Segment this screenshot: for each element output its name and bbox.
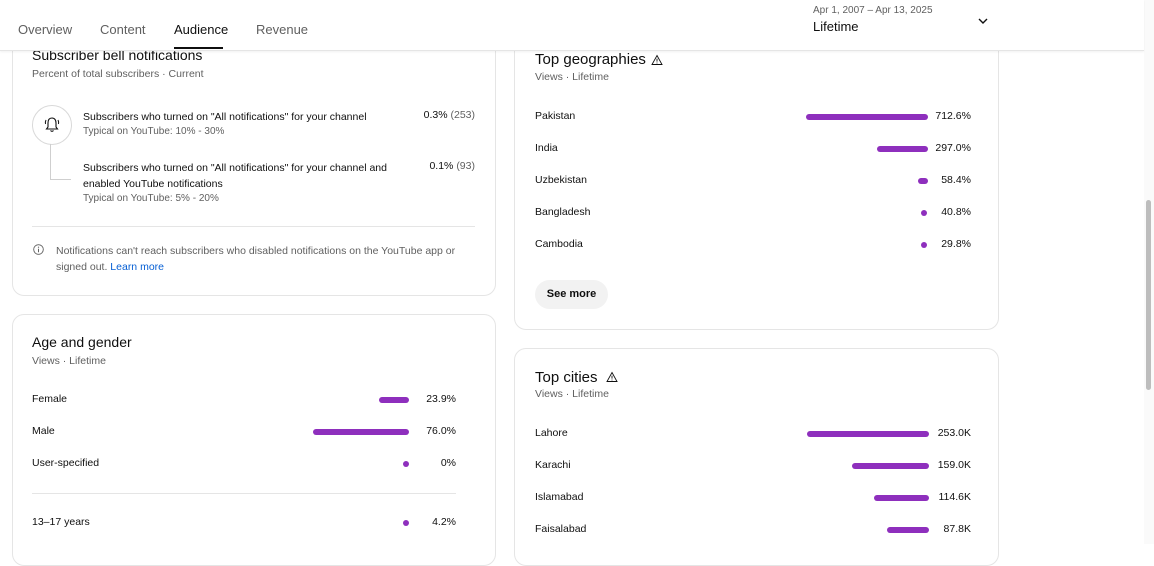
bell-icon-circle [32,105,72,145]
row-value: 87.8K [943,523,971,535]
geographies-subtitle: Views · Lifetime [535,71,609,83]
row-label: Male [32,425,55,437]
notif-row2-value: 0.1% (93) [429,160,475,172]
row-label: Faisalabad [535,523,587,535]
bar-cambodia [921,242,927,248]
bar-india [877,146,928,152]
bar-user-specified [403,461,409,467]
row-value: 23.9% [426,393,456,405]
bell-card-subtitle: Percent of total subscribers · Current [32,68,204,80]
notif-row1-value: 0.3% (253) [423,109,475,121]
notif-row2-text-line1: Subscribers who turned on "All notificat… [83,162,387,174]
row-label: Bangladesh [535,206,591,218]
geographies-title: Top geographies [535,51,646,68]
top-geographies-card [514,20,999,330]
tab-revenue[interactable]: Revenue [256,22,309,37]
bar-age-13-17 [403,520,409,526]
scrollbar-thumb[interactable] [1146,200,1151,390]
row-value: 159.0K [937,459,971,471]
notif-row2-text-line2: enabled YouTube notifications [83,178,223,190]
bell-notifications-card [12,20,496,296]
bar-faisalabad [886,527,929,533]
bar-bangladesh [921,210,927,216]
bar-female [378,397,409,403]
row-label: Uzbekistan [535,174,587,186]
row-label: Cambodia [535,238,583,250]
row-label: Islamabad [535,491,584,503]
date-range-text: Apr 1, 2007 – Apr 13, 2025 [813,5,933,16]
learn-more-link[interactable]: Learn more [110,261,164,273]
row-value: 114.6K [938,491,972,503]
bar-karachi [852,463,929,469]
tree-connector [50,144,71,180]
cities-subtitle: Views · Lifetime [535,388,609,400]
bell-divider [32,226,475,227]
row-value: 58.4% [941,174,971,186]
bell-info-text: Notifications can't reach subscribers wh… [56,245,456,273]
see-more-button[interactable]: See more [535,280,608,309]
notif-row2-typical: Typical on YouTube: 5% - 20% [83,193,219,204]
row-value: 712.6% [935,110,971,122]
tab-audience[interactable]: Audience [174,22,229,37]
row-value: 29.8% [941,238,971,250]
row-value: 4.2% [432,516,456,528]
warning-icon[interactable] [606,371,618,383]
notif-row1-text: Subscribers who turned on "All notificat… [83,111,367,123]
row-label: Pakistan [535,110,576,122]
bell-icon [44,117,60,132]
top-bar: Overview Content Audience Revenue Apr 1,… [0,0,1144,51]
row-value: 253.0K [937,427,971,439]
notif-row1-typical: Typical on YouTube: 10% - 30% [83,126,225,137]
age-gender-title: Age and gender [32,334,132,350]
row-value: 0% [440,457,456,469]
age-divider [32,493,456,494]
row-label: Female [32,393,68,405]
chevron-down-icon[interactable] [976,14,990,28]
bell-card-title: Subscriber bell notifications [32,47,203,63]
tab-overview[interactable]: Overview [18,22,73,37]
bar-lahore [807,431,929,437]
row-value: 40.8% [941,206,971,218]
active-tab-indicator [174,47,223,49]
bar-male [313,429,409,435]
age-gender-card [12,314,496,566]
date-label: Lifetime [813,19,859,34]
row-value: 76.0% [426,425,456,437]
tab-content[interactable]: Content [100,22,146,37]
age-gender-subtitle: Views · Lifetime [32,355,106,367]
bar-islamabad [873,495,929,501]
cities-title: Top cities [535,369,598,386]
row-label: India [535,142,558,154]
bar-uzbekistan [918,178,928,184]
bar-pakistan [806,114,928,120]
info-icon [33,244,44,255]
warning-icon[interactable] [651,54,663,66]
row-label: Karachi [535,459,571,471]
row-value: 297.0% [935,142,971,154]
row-label: Lahore [535,427,568,439]
row-label: User-specified [32,457,100,469]
row-label: 13–17 years [32,516,90,528]
